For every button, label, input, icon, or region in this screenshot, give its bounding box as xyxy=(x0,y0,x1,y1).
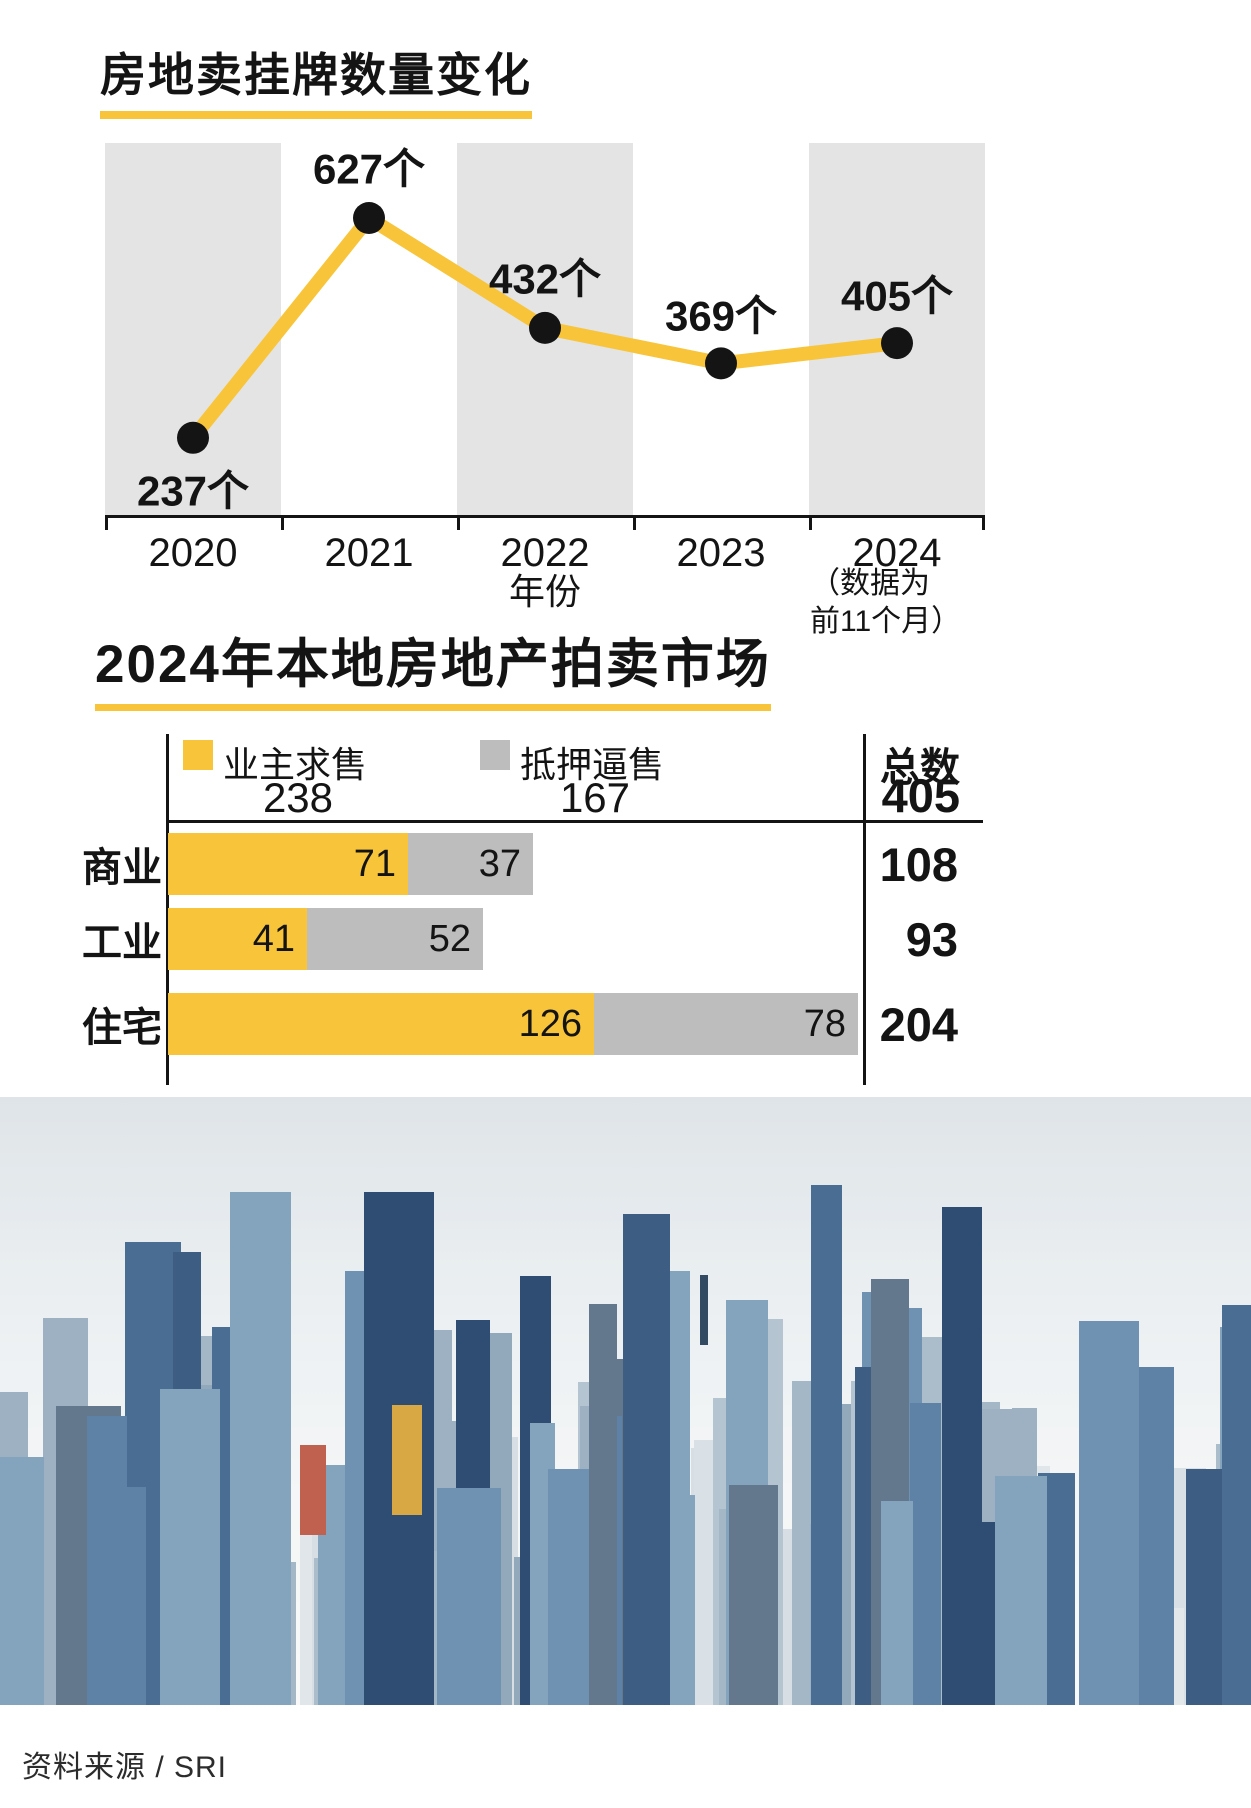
legend-total-owner-sale: 238 xyxy=(262,774,334,821)
x-axis-title: 年份 xyxy=(508,571,582,612)
point-label-2024: 405个 xyxy=(840,272,954,320)
x-axis-tick xyxy=(633,515,636,530)
x-tick-label-2024: 2024 xyxy=(852,531,942,575)
bar-chart-title: 2024年本地房地产拍卖市场 xyxy=(95,638,771,711)
bar-segment-owner-sale: 126 xyxy=(168,993,594,1055)
grand-total-value: 405 xyxy=(881,769,960,822)
bar-segment-mortgagee-sale: 37 xyxy=(408,833,533,895)
bar-row: 126 78 xyxy=(168,993,858,1055)
legend-total-mortgagee-sale: 167 xyxy=(559,774,631,821)
skyline-graphic xyxy=(0,1097,1251,1705)
bar-segment-value: 52 xyxy=(428,917,471,960)
x-axis-line xyxy=(105,515,985,518)
legend-swatch-owner-sale xyxy=(183,740,213,770)
x-axis-tick xyxy=(809,515,812,530)
city-skyline-photo xyxy=(0,1097,1251,1705)
x-axis-tick xyxy=(982,515,985,530)
source-credit: 资料来源 / SRI xyxy=(22,1751,228,1784)
bar-row: 41 52 xyxy=(168,908,483,970)
bar-segment-value: 78 xyxy=(803,1002,846,1045)
legend-label-mortgagee-sale: 抵押逼售 xyxy=(520,744,665,785)
bar-category-label: 住宅 xyxy=(82,1006,162,1050)
bar-segment-value: 41 xyxy=(252,917,295,960)
x-tick-label-2023: 2023 xyxy=(676,531,766,575)
x-axis-tick xyxy=(281,515,284,530)
x-axis-tick xyxy=(457,515,460,530)
point-label-2020: 237个 xyxy=(136,467,250,515)
legend-label-owner-sale: 业主求售 xyxy=(223,744,368,785)
line-chart-title: 房地卖挂牌数量变化 xyxy=(100,52,532,119)
bar-row: 71 37 xyxy=(168,833,533,895)
x-axis-note: （数据为 前11个月） xyxy=(810,565,961,640)
row-total-value: 93 xyxy=(905,912,958,966)
row-total-value: 108 xyxy=(879,837,958,891)
legend-divider-line xyxy=(168,820,983,823)
bar-segment-value: 71 xyxy=(353,842,396,885)
bar-segment-value: 126 xyxy=(518,1002,582,1045)
totals-divider-line xyxy=(863,734,866,1085)
bar-segment-owner-sale: 41 xyxy=(168,908,307,970)
note-line-2: 前11个月） xyxy=(810,604,962,638)
legend-swatch-mortgagee-sale xyxy=(480,740,510,770)
bar-segment-owner-sale: 71 xyxy=(168,833,408,895)
totals-column-header: 总数 xyxy=(880,746,960,790)
bar-segment-mortgagee-sale: 78 xyxy=(594,993,858,1055)
x-tick-label-2021: 2021 xyxy=(324,531,414,575)
listings-line-chart: 年份 （数据为 前11个月） 237个 627个 432个 369个 405个 2020 2… xyxy=(105,143,985,638)
bar-category-label: 商业 xyxy=(82,846,162,890)
bar-chart-left-axis xyxy=(166,734,169,1085)
x-tick-label-2020: 2020 xyxy=(148,531,238,575)
row-total-value: 204 xyxy=(879,997,958,1051)
bar-segment-mortgagee-sale: 52 xyxy=(307,908,483,970)
x-axis-tick xyxy=(105,515,108,530)
x-tick-label-2022: 2022 xyxy=(500,531,590,575)
bar-segment-value: 37 xyxy=(478,842,521,885)
point-label-2021: 627个 xyxy=(312,145,426,193)
point-label-2022: 432个 xyxy=(488,255,602,303)
point-label-2023: 369个 xyxy=(664,292,778,340)
line-series-svg xyxy=(177,202,913,454)
note-line-1: （数据为 xyxy=(810,567,930,600)
bar-category-label: 工业 xyxy=(82,921,162,965)
